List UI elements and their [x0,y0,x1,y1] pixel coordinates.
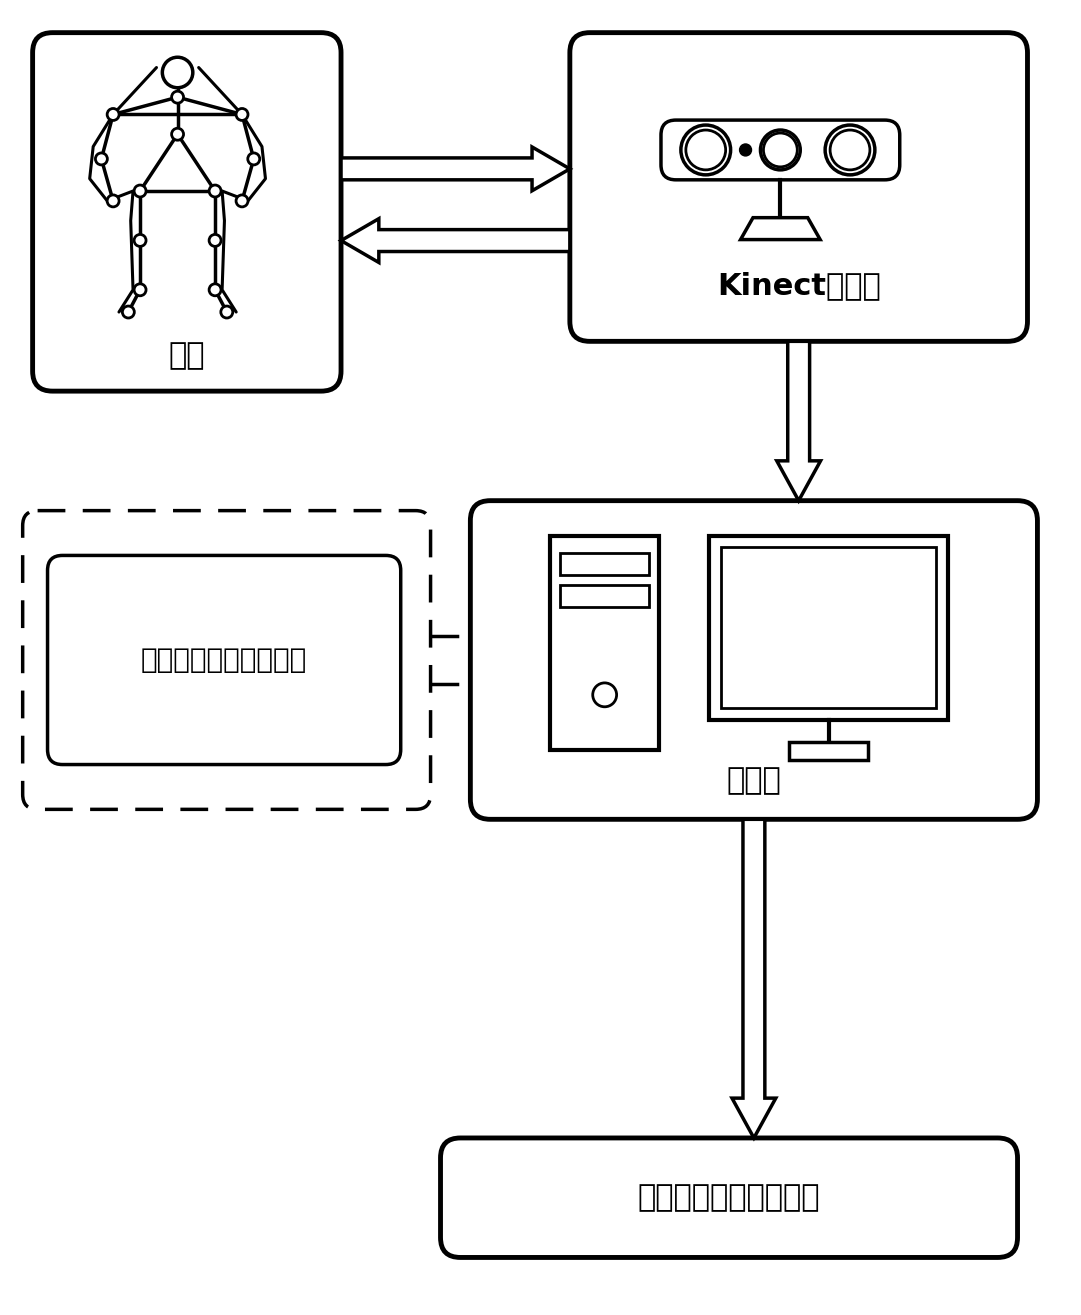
Text: 计算机: 计算机 [726,767,782,796]
Circle shape [172,129,184,141]
FancyBboxPatch shape [23,510,430,809]
Text: 用户: 用户 [169,341,205,370]
Bar [789,742,868,760]
Circle shape [134,284,146,296]
Circle shape [825,125,875,175]
Text: 脊柱运动预测交互界面: 脊柱运动预测交互界面 [638,1184,820,1212]
Circle shape [236,195,248,206]
Circle shape [162,58,192,88]
Circle shape [221,306,232,318]
Polygon shape [740,218,820,239]
FancyArrow shape [777,342,820,501]
FancyArrow shape [732,819,776,1137]
Circle shape [236,109,248,121]
Circle shape [592,682,616,706]
FancyBboxPatch shape [470,501,1038,819]
Text: Kinect传感器: Kinect传感器 [717,271,881,300]
Circle shape [95,153,107,164]
Bar [721,547,936,707]
Circle shape [134,185,146,197]
Circle shape [681,125,731,175]
Bar [550,535,659,750]
Circle shape [209,284,221,296]
Circle shape [134,234,146,246]
Circle shape [122,306,134,318]
Circle shape [107,195,119,206]
FancyBboxPatch shape [48,555,401,764]
Circle shape [763,133,798,167]
Text: 人体脊柱运动预测程序: 人体脊柱运动预测程序 [141,646,307,675]
Circle shape [209,185,221,197]
Circle shape [760,130,800,170]
Bar [560,554,650,576]
Circle shape [739,143,751,156]
FancyBboxPatch shape [660,120,899,180]
FancyBboxPatch shape [570,33,1027,342]
FancyBboxPatch shape [441,1137,1017,1257]
Circle shape [685,130,725,170]
FancyBboxPatch shape [32,33,341,391]
Circle shape [107,109,119,121]
Circle shape [172,91,184,103]
Circle shape [209,234,221,246]
FancyArrow shape [341,218,570,263]
Circle shape [248,153,259,164]
Bar [709,535,948,719]
FancyArrow shape [341,147,570,191]
Circle shape [830,130,870,170]
Bar [560,585,650,608]
